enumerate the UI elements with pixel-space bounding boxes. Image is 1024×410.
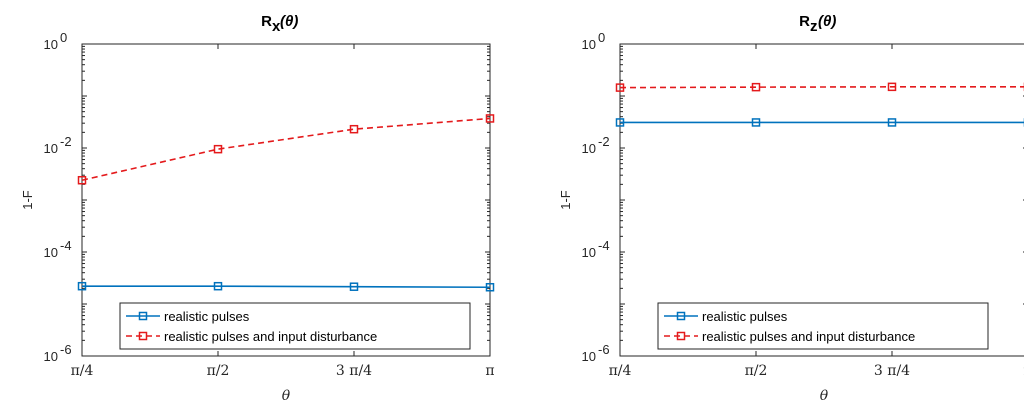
series-line-1 — [82, 285, 491, 289]
legend-swatch-marker — [138, 311, 148, 321]
series-line-2 — [619, 86, 1024, 89]
y-tick-exponent: 0 — [60, 30, 67, 45]
data-point-marker — [213, 281, 223, 291]
legend-swatch-marker — [676, 311, 686, 321]
x-tick-label: π/2 — [207, 363, 230, 379]
legend-entry-label: realistic pulses and input disturbance — [164, 329, 377, 344]
data-point-marker — [485, 282, 495, 292]
legend-entry-label: realistic pulses — [702, 309, 788, 324]
x-tick-label: π — [485, 363, 494, 379]
y-tick-exponent: -2 — [60, 134, 72, 149]
data-point-marker — [77, 175, 87, 185]
x-axis-label: θ — [820, 388, 829, 404]
chart-title-subscript: z — [810, 18, 818, 35]
legend-swatch-marker — [676, 331, 686, 341]
y-tick-label: 10 — [44, 349, 58, 364]
y-tick-label: 10 — [582, 245, 596, 260]
x-tick-label: π/4 — [71, 363, 94, 379]
chart-title-main: R — [261, 13, 272, 30]
chart-title-subscript: x — [272, 18, 281, 35]
y-tick-exponent: -6 — [60, 342, 72, 357]
x-tick-label: 3 π/4 — [874, 363, 910, 379]
series-line-2 — [81, 117, 491, 182]
y-tick-exponent: -2 — [598, 134, 610, 149]
y-tick-exponent: 0 — [598, 30, 605, 45]
y-tick-label: 10 — [582, 349, 596, 364]
data-point-marker — [213, 144, 223, 154]
legend-entry-label: realistic pulses and input disturbance — [702, 329, 915, 344]
x-tick-label: 3 π/4 — [336, 363, 372, 379]
legend: realistic pulses realistic pulses and inp… — [119, 302, 471, 350]
legend-swatch-marker — [138, 331, 148, 341]
y-tick-label: 10 — [582, 141, 596, 156]
x-tick-label: π/4 — [609, 363, 632, 379]
y-tick-exponent: -4 — [60, 238, 72, 253]
data-point-marker — [615, 118, 625, 127]
data-point-marker — [77, 281, 87, 291]
x-tick-label: π/2 — [745, 363, 768, 379]
legend-box — [119, 302, 471, 350]
y-tick-exponent: -4 — [598, 238, 610, 253]
data-point-marker — [485, 114, 495, 123]
y-axis-label: 1-F — [558, 190, 573, 210]
y-tick-label: 10 — [44, 245, 58, 260]
chart-title-argument: (θ) — [818, 13, 836, 30]
legend-entry-label: realistic pulses — [164, 309, 250, 324]
data-point-marker — [349, 124, 359, 134]
y-tick-label: 10 — [44, 37, 58, 52]
chart-title-main: R — [799, 13, 810, 30]
data-point-marker — [887, 82, 897, 92]
chart-panel-1: 10-610-410-210 0π/4 π/2 3 π/4 πθ1-FR x (θ)real… — [20, 13, 495, 404]
y-tick-label: 10 — [44, 141, 58, 156]
data-point-marker — [751, 82, 761, 92]
x-axis-label: θ — [282, 388, 291, 404]
legend: realistic pulses realistic pulses and inp… — [657, 302, 989, 350]
y-axis-label: 1-F — [20, 190, 35, 210]
y-tick-label: 10 — [582, 37, 596, 52]
data-point-marker — [751, 118, 761, 127]
chart-title-argument: (θ) — [280, 13, 298, 30]
data-point-marker — [887, 118, 897, 127]
data-point-marker — [615, 83, 625, 92]
data-point-marker — [349, 282, 359, 291]
y-tick-exponent: -6 — [598, 342, 610, 357]
legend-box — [657, 302, 989, 350]
